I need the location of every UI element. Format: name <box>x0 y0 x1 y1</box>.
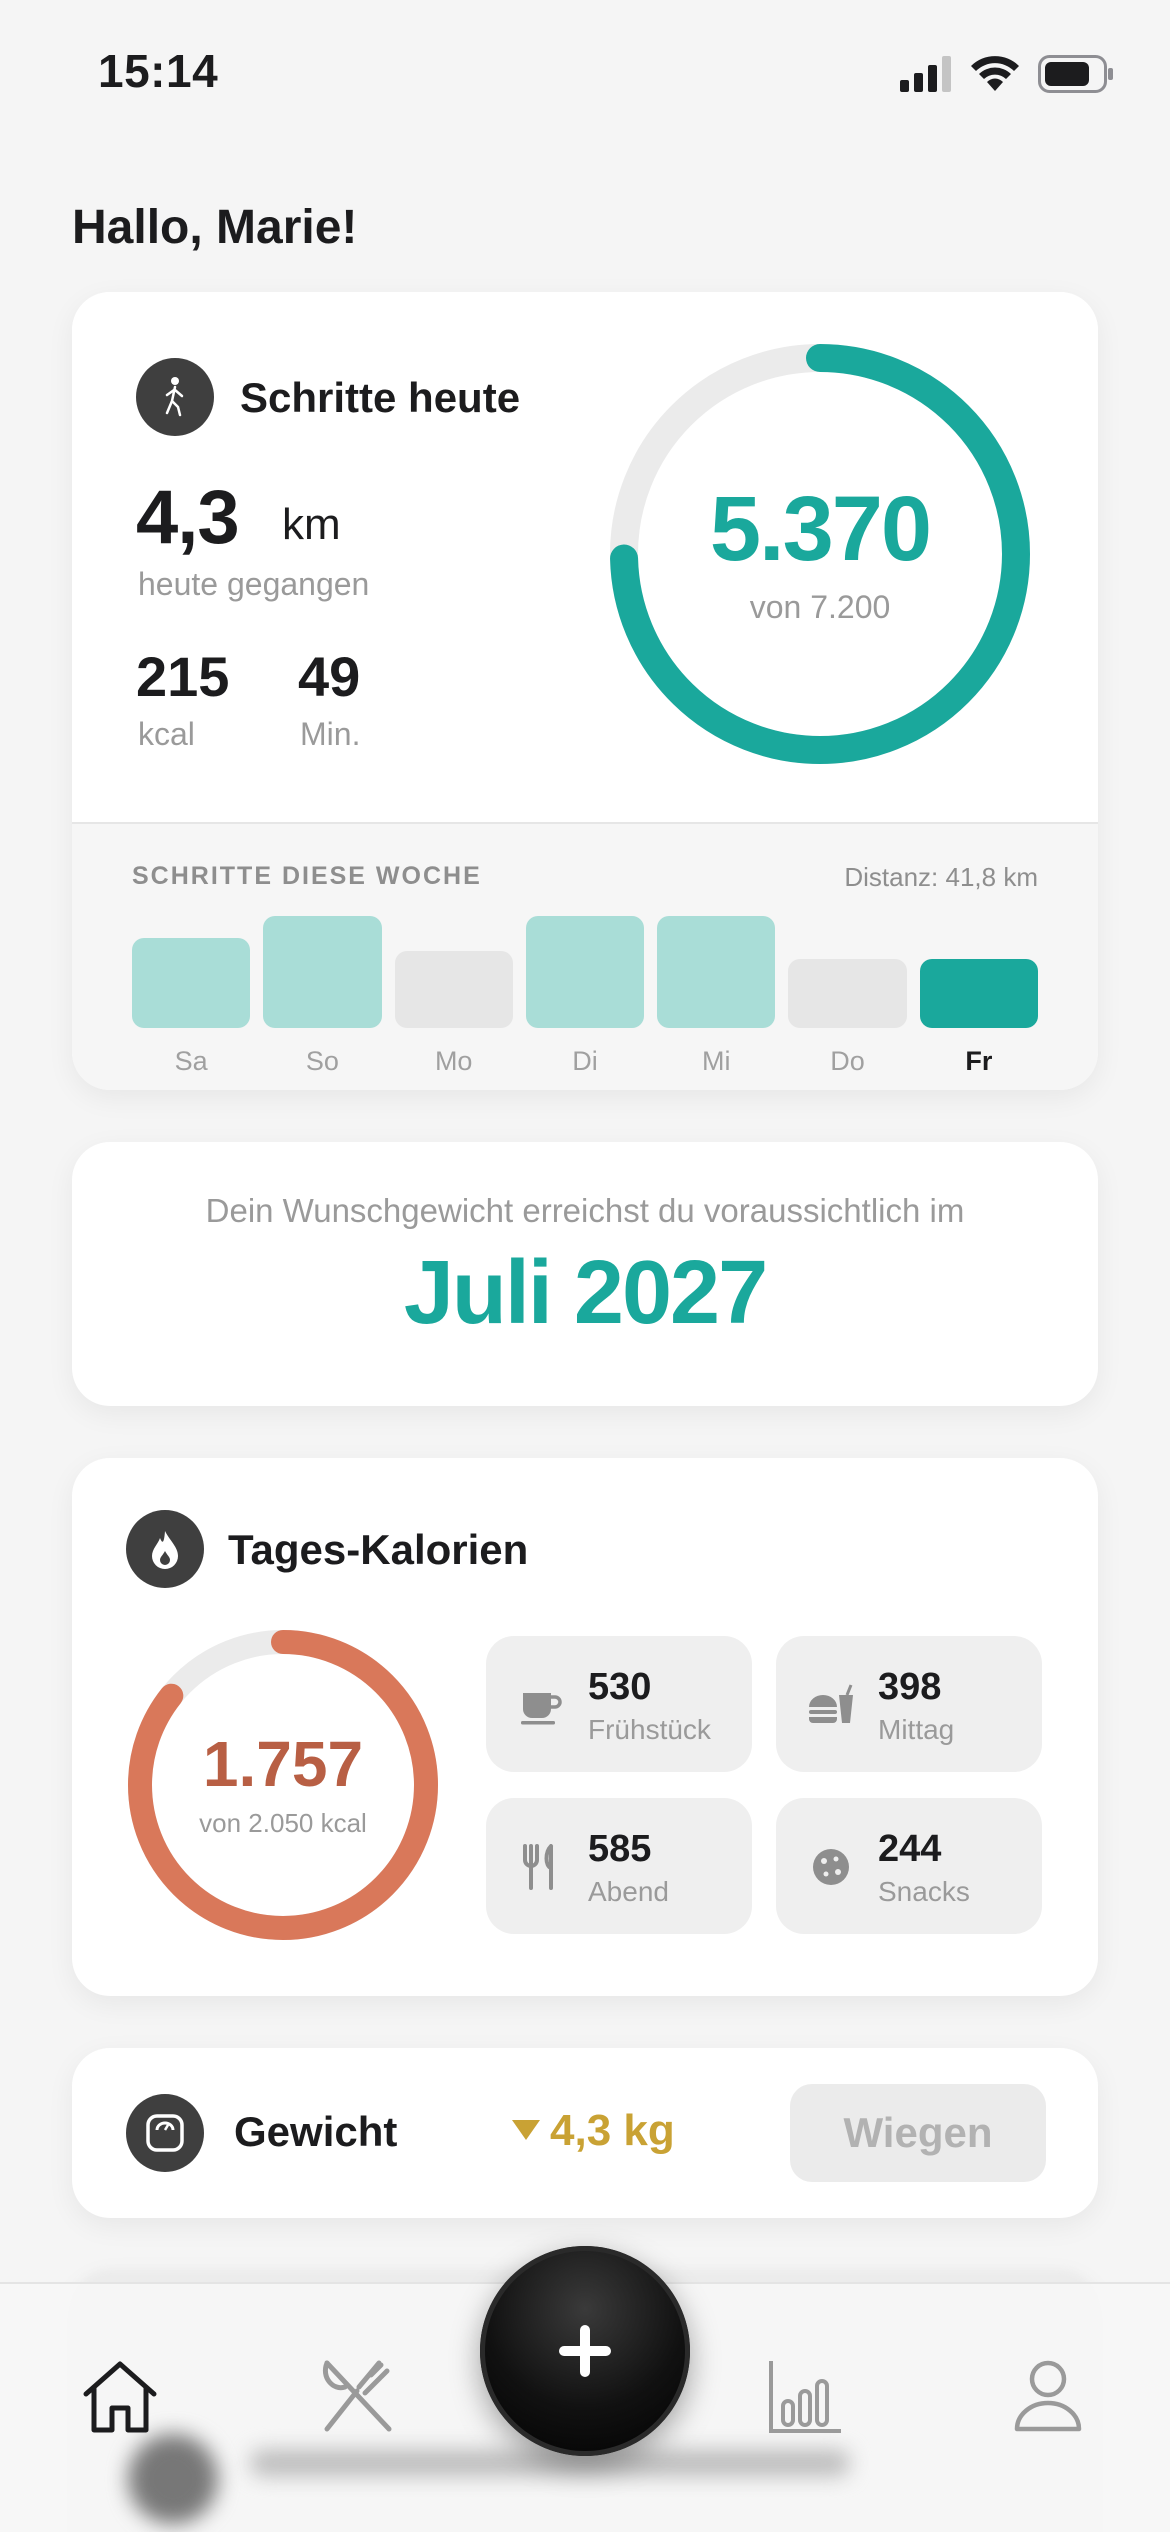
week-bar-do <box>788 959 907 1028</box>
meal-label: Abend <box>588 1876 669 1907</box>
cutlery-icon <box>516 1842 566 1892</box>
weight-delta-value: 4,3 kg <box>550 2106 675 2155</box>
weight-title: Gewicht <box>234 2108 398 2155</box>
home-icon <box>83 2361 157 2433</box>
battery-icon <box>1038 55 1113 93</box>
kcal-label: kcal <box>138 716 195 752</box>
tab-food[interactable] <box>308 2346 408 2446</box>
meal-label: Mittag <box>878 1714 955 1745</box>
tab-profile[interactable] <box>998 2346 1098 2446</box>
meal-dinner[interactable]: 585 Abend <box>486 1798 752 1934</box>
status-time: 15:14 <box>98 45 219 97</box>
weigh-button[interactable]: Wiegen <box>790 2084 1046 2182</box>
steps-title: Schritte heute <box>240 374 521 421</box>
minutes-label: Min. <box>300 716 361 752</box>
week-day-label: So <box>305 1046 339 1076</box>
meal-label: Frühstück <box>588 1714 711 1745</box>
week-bar-fr <box>919 959 1038 1028</box>
stats-icon <box>769 2361 841 2433</box>
greeting: Hallo, Marie! <box>72 201 358 254</box>
meal-value: 244 <box>878 1828 942 1870</box>
steps-count: 5.370 <box>709 477 932 580</box>
steps-goal-label: von 7.200 <box>749 588 891 625</box>
meal-lunch[interactable]: 398 Mittag <box>776 1636 1042 1772</box>
kcal-value: 215 <box>136 645 230 708</box>
flame-icon <box>126 1510 204 1588</box>
minutes-value: 49 <box>298 645 361 708</box>
week-distance: Distanz: 41,8 km <box>844 862 1038 892</box>
add-button[interactable] <box>480 2246 690 2456</box>
week-bar-so <box>263 916 382 1028</box>
calories-value: 1.757 <box>202 1727 364 1800</box>
goal-text: Dein Wunschgewicht erreichst du voraussi… <box>205 1192 965 1229</box>
blurred-text <box>250 2450 850 2476</box>
triangle-down-icon <box>512 2120 540 2140</box>
week-bar-mi <box>657 916 776 1028</box>
cookie-icon <box>806 1842 856 1892</box>
status-icons <box>900 52 1114 96</box>
week-day-label: Mo <box>434 1046 473 1076</box>
food-icon <box>323 2360 392 2432</box>
goal-date: Juli 2027 <box>403 1243 768 1343</box>
calories-goal-label: von 2.050 kcal <box>199 1807 367 1838</box>
weight-card[interactable]: Gewicht 4,3 kg Wiegen <box>72 2048 1098 2218</box>
week-bar-sa <box>132 938 251 1028</box>
calories-title: Tages-Kalorien <box>228 1526 529 1573</box>
tab-home[interactable] <box>70 2346 170 2446</box>
burger-drink-icon <box>806 1680 856 1730</box>
steps-card[interactable]: Schritte heute 4,3 km heute gegangen 215… <box>72 292 1098 1090</box>
cup-icon <box>516 1680 566 1730</box>
add-icon <box>559 2325 611 2377</box>
week-day-label: Do <box>830 1046 865 1076</box>
week-day-label: Di <box>572 1046 598 1076</box>
week-day-label: Mi <box>702 1046 731 1076</box>
tab-stats[interactable] <box>756 2346 856 2446</box>
week-day-label: Sa <box>174 1046 208 1076</box>
meal-value: 585 <box>588 1828 652 1870</box>
week-bars <box>132 916 1038 1028</box>
profile-icon <box>1014 2360 1082 2432</box>
distance-value: 4,3 <box>136 475 240 560</box>
meal-value: 530 <box>588 1666 652 1708</box>
walking-icon <box>136 358 214 436</box>
week-bar-mo <box>394 951 513 1028</box>
week-day-label: Fr <box>965 1046 993 1076</box>
blurred-avatar <box>128 2434 218 2524</box>
calories-ring: 1.757 von 2.050 kcal <box>126 1628 440 1942</box>
wifi-icon <box>971 56 1019 91</box>
week-days: Sa So Mo Di Mi Do Fr <box>132 1046 1038 1077</box>
distance-unit: km <box>282 500 341 549</box>
goal-card: Dein Wunschgewicht erreichst du voraussi… <box>72 1142 1098 1406</box>
distance-label: heute gegangen <box>138 566 370 602</box>
steps-ring: 5.370 von 7.200 <box>610 344 1030 764</box>
meal-breakfast[interactable]: 530 Frühstück <box>486 1636 752 1772</box>
meal-label: Snacks <box>878 1876 970 1907</box>
week-section: SCHRITTE DIESE WOCHE Distanz: 41,8 km Sa… <box>72 822 1098 1090</box>
meal-value: 398 <box>878 1666 942 1708</box>
calories-card[interactable]: Tages-Kalorien 1.757 von 2.050 kcal 530 … <box>72 1458 1098 1996</box>
scale-icon <box>126 2094 204 2172</box>
week-bar-di <box>525 916 645 1028</box>
signal-icon <box>900 56 951 92</box>
weight-delta: 4,3 kg <box>512 2106 675 2156</box>
meal-snacks[interactable]: 244 Snacks <box>776 1798 1042 1934</box>
week-label: SCHRITTE DIESE WOCHE <box>132 862 482 890</box>
